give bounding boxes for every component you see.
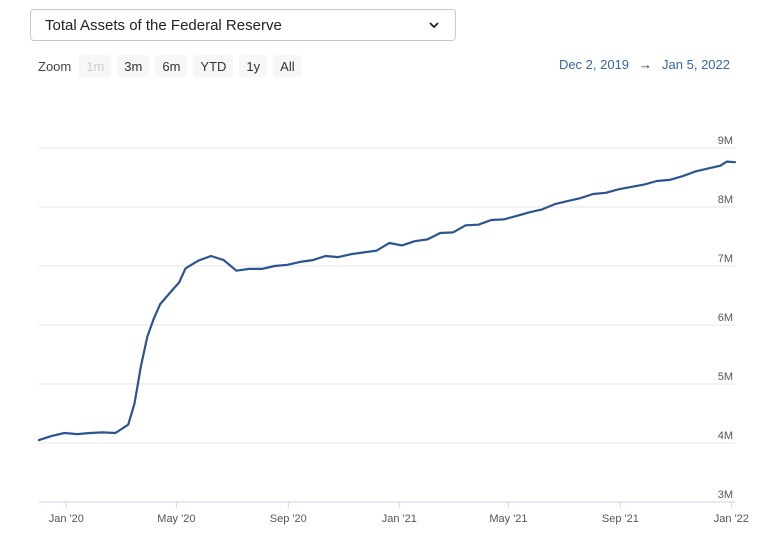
data-point[interactable] <box>76 433 78 435</box>
data-point[interactable] <box>350 253 352 255</box>
data-point[interactable] <box>261 268 263 270</box>
y-tick-label: 3M <box>718 489 733 501</box>
data-point[interactable] <box>178 281 180 284</box>
series-line[interactable] <box>37 160 737 442</box>
date-range: Dec 2, 2019 → Jan 5, 2022 <box>559 57 730 72</box>
data-point[interactable] <box>146 336 149 338</box>
x-tick-label: Jan '20 <box>49 513 84 525</box>
series-select[interactable]: Total Assets of the Federal Reserve <box>30 9 456 41</box>
data-point[interactable] <box>114 432 117 434</box>
data-point[interactable] <box>89 432 91 434</box>
series-layer <box>37 160 737 442</box>
data-point[interactable] <box>706 167 709 170</box>
data-point[interactable] <box>734 161 736 163</box>
x-tick-label: May '20 <box>157 513 195 525</box>
data-point[interactable] <box>605 192 607 194</box>
zoom-3m-button[interactable]: 3m <box>117 55 150 77</box>
data-point[interactable] <box>694 170 696 173</box>
data-point[interactable] <box>50 435 53 437</box>
range-to[interactable]: Jan 5, 2022 <box>662 57 730 72</box>
data-point[interactable] <box>630 186 633 188</box>
chevron-down-icon <box>429 22 439 29</box>
data-point[interactable] <box>152 318 155 320</box>
data-point[interactable] <box>656 180 658 182</box>
zoom-ytd-button[interactable]: YTD <box>193 55 234 77</box>
x-tick-label: Jan '21 <box>382 513 417 525</box>
data-point[interactable] <box>617 188 620 191</box>
data-point[interactable] <box>312 259 314 261</box>
data-point[interactable] <box>140 365 142 368</box>
data-point[interactable] <box>299 261 301 263</box>
data-point[interactable] <box>38 439 40 441</box>
y-axis-labels: 3M 4M 5M 6M 7M 8M 9M <box>718 135 733 501</box>
data-point[interactable] <box>133 402 136 405</box>
data-point[interactable] <box>388 242 391 244</box>
y-tick-label: 5M <box>718 371 733 383</box>
data-point[interactable] <box>452 231 454 234</box>
data-point[interactable] <box>477 223 480 226</box>
data-point[interactable] <box>668 179 671 181</box>
data-point[interactable] <box>286 264 289 266</box>
data-point[interactable] <box>426 238 429 241</box>
data-point[interactable] <box>413 240 416 242</box>
x-tick-label: May '21 <box>489 513 527 525</box>
data-point[interactable] <box>726 160 728 163</box>
y-tick-label: 9M <box>718 135 733 147</box>
data-point[interactable] <box>210 255 212 257</box>
range-arrow: → <box>639 57 653 72</box>
data-point[interactable] <box>337 256 340 258</box>
data-point[interactable] <box>643 183 645 186</box>
series-select-value: Total Assets of the Federal Reserve <box>45 16 282 34</box>
zoom-label: Zoom <box>38 58 72 74</box>
data-point[interactable] <box>375 249 378 252</box>
data-point[interactable] <box>222 259 225 261</box>
zoom-6m-button[interactable]: 6m <box>155 55 188 77</box>
data-point[interactable] <box>401 244 403 247</box>
y-tick-label: 7M <box>718 253 733 265</box>
x-tick-label: Jan '22 <box>714 513 749 525</box>
zoom-1y-button[interactable]: 1y <box>239 55 268 77</box>
data-point[interactable] <box>579 197 582 199</box>
x-tick-label: Sep '20 <box>270 513 307 525</box>
y-tick-label: 6M <box>718 312 733 324</box>
data-point[interactable] <box>248 268 250 270</box>
data-point[interactable] <box>184 267 187 270</box>
y-tick-label: 4M <box>718 430 733 442</box>
data-point[interactable] <box>127 423 129 426</box>
data-point[interactable] <box>197 259 199 262</box>
data-point[interactable] <box>171 288 174 291</box>
data-point[interactable] <box>101 431 104 434</box>
data-point[interactable] <box>273 265 276 267</box>
data-point[interactable] <box>503 218 505 221</box>
data-point[interactable] <box>464 224 467 227</box>
data-point[interactable] <box>63 432 66 434</box>
range-from[interactable]: Dec 2, 2019 <box>558 57 630 72</box>
data-point[interactable] <box>235 269 238 272</box>
data-point[interactable] <box>528 211 531 214</box>
data-point[interactable] <box>592 193 594 195</box>
data-point[interactable] <box>719 164 722 167</box>
data-point[interactable] <box>515 215 518 217</box>
data-point[interactable] <box>554 203 556 205</box>
zoom-all-button[interactable]: All <box>273 55 302 77</box>
y-tick-label: 8M <box>718 194 733 206</box>
x-axis: Jan '20 May '20 Sep '20 Jan '21 May '21 Sep '… <box>39 501 749 525</box>
grid-lines <box>39 147 735 444</box>
zoom-1m-button[interactable]: 1m <box>79 55 112 77</box>
data-point[interactable] <box>363 251 365 254</box>
data-point[interactable] <box>541 208 543 211</box>
data-point[interactable] <box>439 232 442 234</box>
data-point[interactable] <box>566 200 569 202</box>
zoom-controls: Zoom 1m 3m 6m YTD 1y All <box>38 55 308 77</box>
data-point[interactable] <box>490 219 493 221</box>
data-point[interactable] <box>681 175 683 178</box>
x-tick-label: Sep '21 <box>602 513 639 525</box>
data-point[interactable] <box>159 303 161 306</box>
data-point[interactable] <box>324 255 327 257</box>
